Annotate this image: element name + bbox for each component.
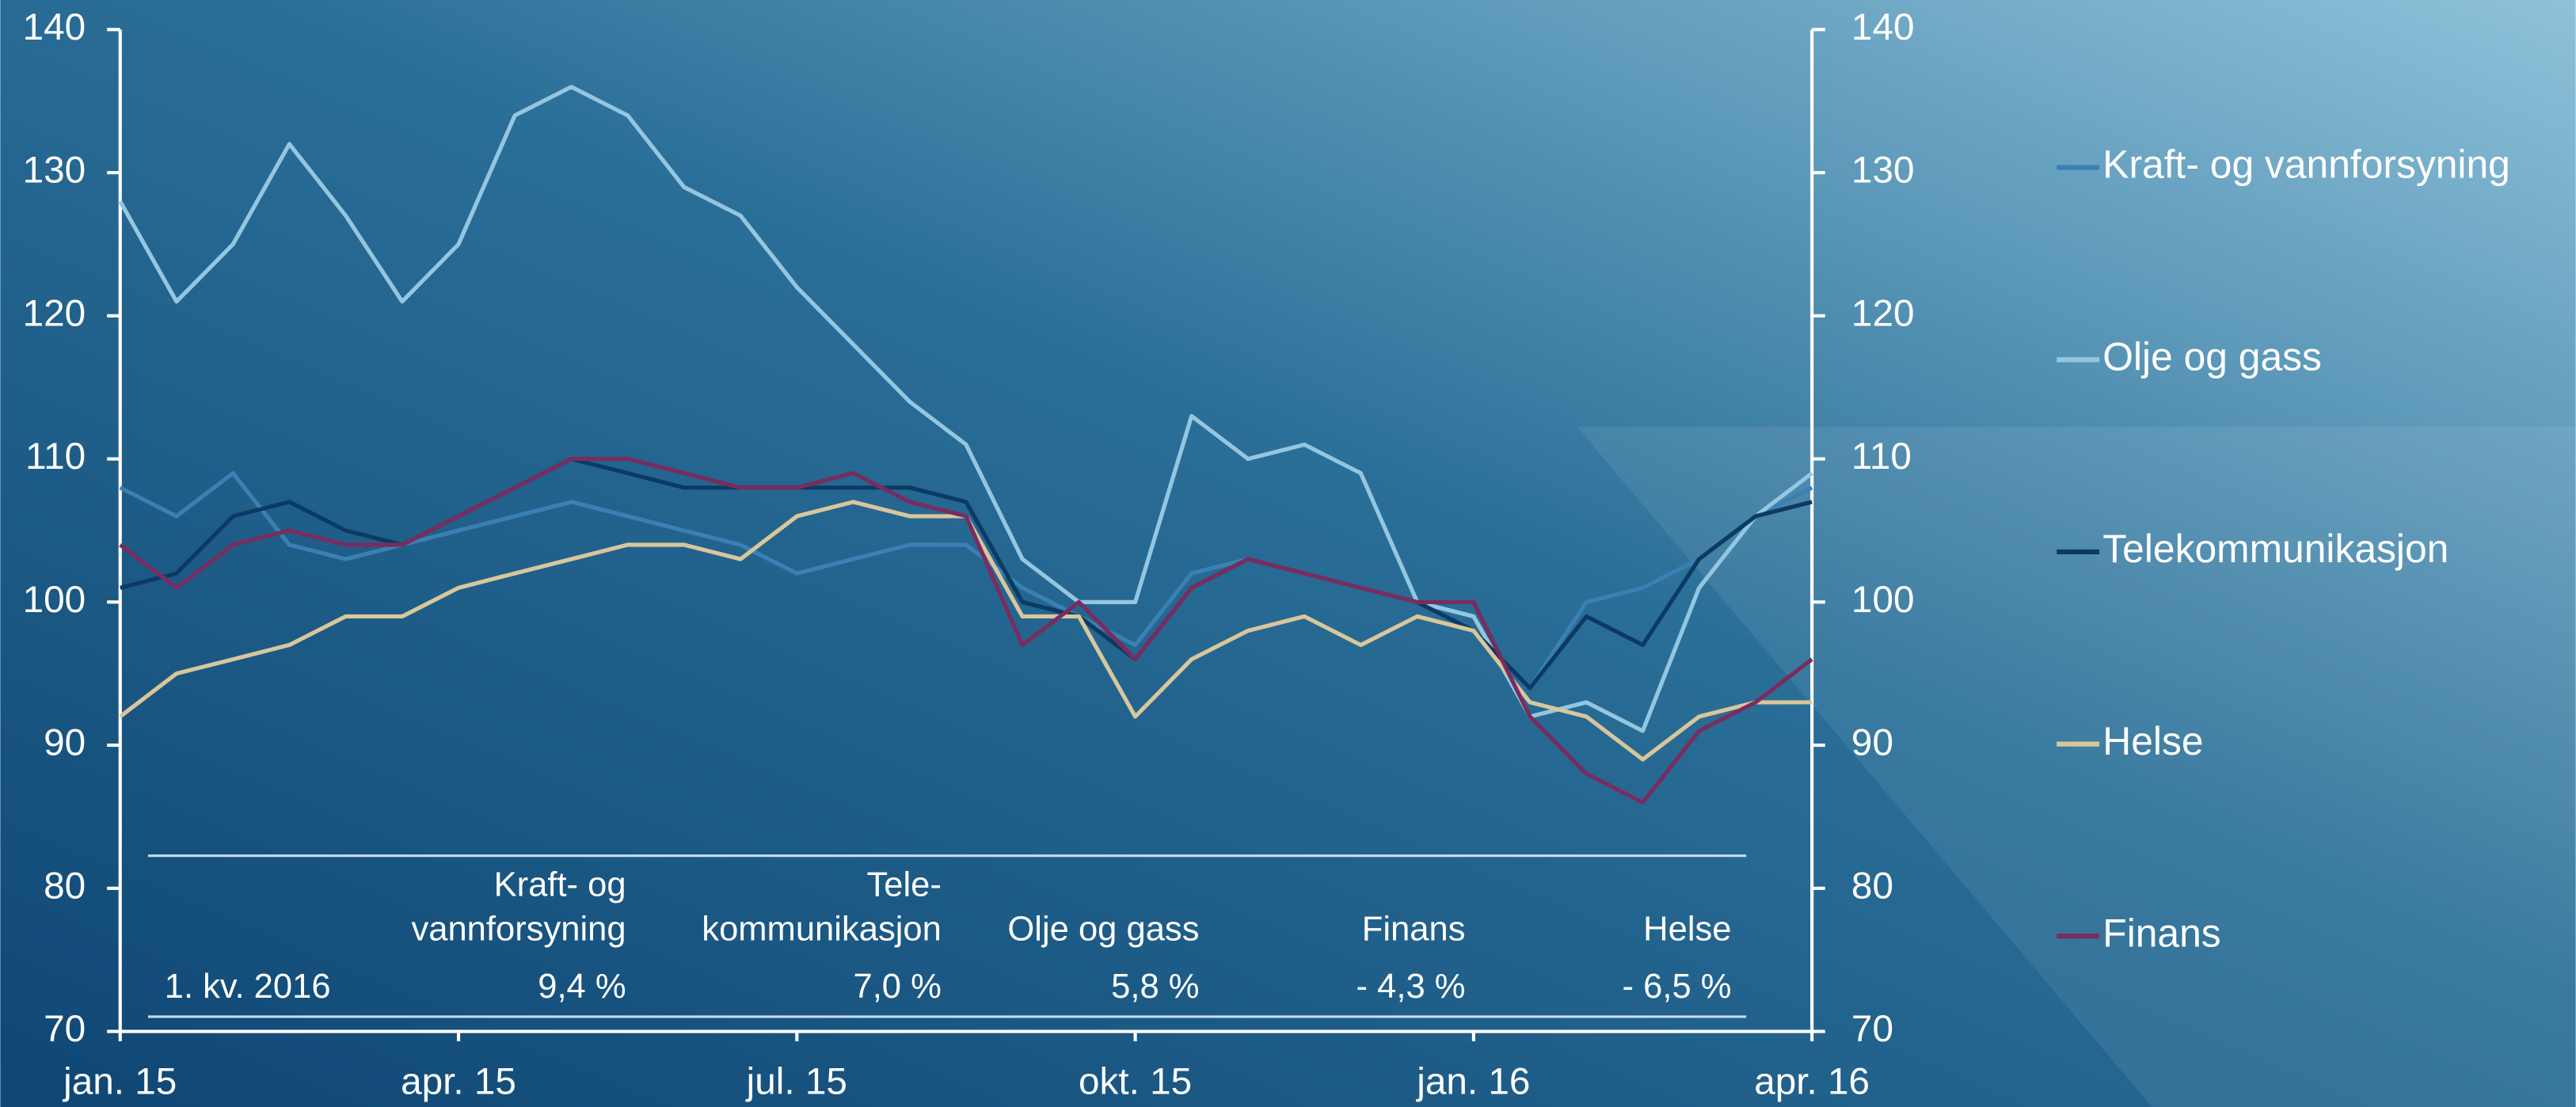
table-cell: 7,0 %	[853, 968, 941, 1006]
table-cell: 9,4 %	[538, 968, 626, 1006]
table-header: vannforsyning	[411, 911, 626, 949]
y2-tick-label: 110	[1851, 436, 1912, 477]
y2-tick-label: 130	[1851, 150, 1915, 192]
table-header: Tele-	[866, 866, 941, 904]
legend-label: Kraft- og vannforsyning	[2102, 143, 2510, 187]
table-header: Finans	[1362, 911, 1466, 949]
legend-label: Olje og gass	[2102, 334, 2322, 379]
table-header: kommunikasjon	[702, 911, 942, 949]
y2-tick-label: 90	[1851, 722, 1893, 764]
x-tick-label: jan. 16	[1415, 1061, 1530, 1103]
legend-label: Telekommunikasjon	[2102, 527, 2449, 571]
y2-tick-label: 80	[1851, 865, 1893, 907]
y2-tick-label: 120	[1851, 292, 1915, 334]
y2-tick-label: 140	[1851, 6, 1915, 48]
x-tick-label: jul. 15	[745, 1061, 847, 1103]
y2-tick-label: 70	[1851, 1008, 1893, 1050]
x-tick-label: apr. 16	[1754, 1061, 1870, 1103]
x-tick-label: jan. 15	[62, 1061, 177, 1103]
y-tick-label: 80	[44, 865, 86, 907]
y-tick-label: 100	[23, 579, 86, 621]
table-cell: - 4,3 %	[1356, 968, 1466, 1006]
table-header: Kraft- og	[494, 866, 626, 904]
y-tick-label: 90	[44, 722, 86, 764]
series-line	[119, 456, 1813, 805]
y-tick-label: 130	[23, 150, 86, 192]
legend-label: Finans	[2102, 911, 2220, 955]
y2-tick-label: 100	[1851, 579, 1915, 621]
x-tick-label: okt. 15	[1079, 1061, 1192, 1103]
background-wedge	[1577, 427, 2576, 1107]
table-header: Olje og gass	[1007, 911, 1199, 949]
table-cell: - 6,5 %	[1623, 968, 1732, 1006]
y-tick-label: 110	[25, 436, 86, 477]
table-row-label: 1. kv. 2016	[165, 968, 331, 1006]
x-tick-label: apr. 15	[401, 1061, 516, 1103]
y-tick-label: 140	[23, 6, 86, 48]
y-tick-label: 120	[23, 292, 86, 334]
table-cell: 5,8 %	[1111, 968, 1199, 1006]
y-tick-label: 70	[44, 1008, 86, 1050]
legend-label: Helse	[2102, 719, 2203, 763]
table-header: Helse	[1643, 911, 1731, 949]
